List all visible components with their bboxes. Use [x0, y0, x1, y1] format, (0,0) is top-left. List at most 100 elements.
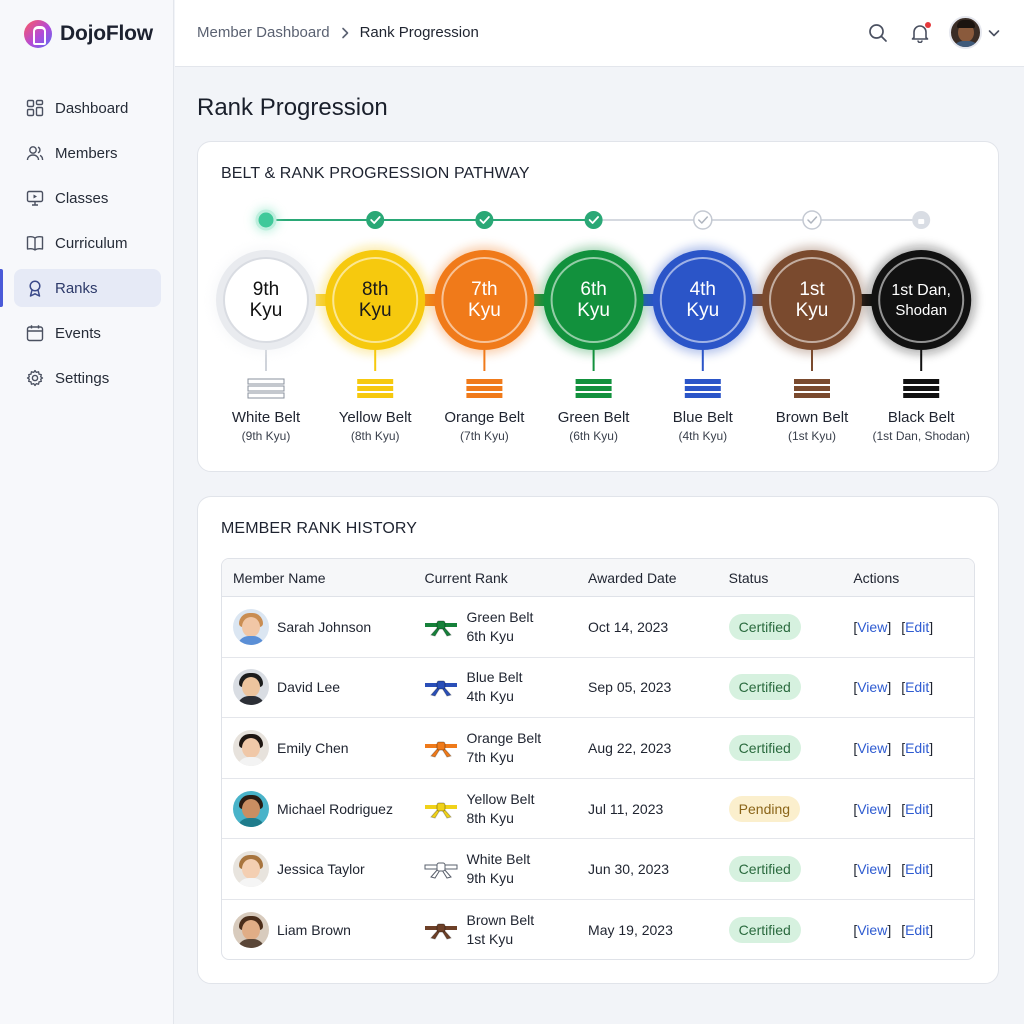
sidebar-item-settings[interactable]: Settings: [14, 359, 161, 397]
belt-name: Green Belt: [466, 608, 534, 625]
kyu-level: 4th Kyu: [466, 688, 514, 705]
edit-link[interactable]: Edit: [905, 739, 930, 756]
sidebar-item-dashboard[interactable]: Dashboard: [14, 89, 161, 127]
rank-circle-label: 9th Kyu: [249, 279, 283, 321]
view-link[interactable]: View: [857, 618, 888, 635]
col-status[interactable]: Status: [728, 569, 769, 586]
sidebar-item-classes[interactable]: Classes: [14, 179, 161, 217]
belt-name: Brown Belt: [466, 912, 535, 929]
member-name: David Lee: [277, 679, 341, 696]
view-link[interactable]: View: [857, 800, 888, 817]
kyu-level: 8th Kyu: [466, 809, 514, 826]
brand[interactable]: DojoFlow: [24, 20, 153, 48]
belt-icon: [425, 680, 458, 697]
belt-stripe-icon: [903, 379, 940, 384]
sidebar-item-label: Classes: [55, 189, 109, 207]
history-card: MEMBER RANK HISTORY Member Name Current …: [197, 496, 999, 984]
view-link[interactable]: View: [857, 922, 888, 939]
awarded-date: Oct 14, 2023: [588, 618, 669, 635]
calendar-icon: [26, 324, 44, 342]
status-badge: Certified: [728, 917, 801, 944]
sidebar-item-label: Members: [55, 144, 118, 162]
status-badge: Certified: [728, 734, 801, 761]
edit-link[interactable]: Edit: [905, 800, 930, 817]
rank-cell: Blue Belt 4th Kyu: [424, 668, 588, 706]
belt-stripe-icon: [794, 379, 830, 384]
col-awarded-date[interactable]: Awarded Date: [588, 569, 677, 586]
rank-history-table: Member Name Current Rank Awarded Date St…: [221, 558, 975, 960]
page-title: Rank Progression: [197, 94, 388, 121]
rank-belt-label: Orange Belt (7th Kyu): [444, 409, 525, 443]
col-member-name[interactable]: Member Name: [233, 569, 326, 586]
avatar: [233, 729, 269, 766]
belt-stripe-icon: [575, 393, 612, 398]
sidebar-item-label: Ranks: [55, 279, 98, 297]
col-actions: Actions: [853, 569, 900, 586]
actions-cell: [View] [Edit]: [853, 861, 934, 878]
users-icon: [26, 144, 44, 162]
awarded-date: Sep 05, 2023: [588, 679, 672, 696]
view-link[interactable]: View: [857, 861, 888, 878]
check-outline-icon: [807, 216, 818, 224]
award-icon: [26, 279, 44, 297]
sidebar-item-label: Settings: [55, 369, 110, 387]
member-cell: Jessica Taylor: [222, 851, 424, 888]
edit-link[interactable]: Edit: [905, 922, 930, 939]
avatar: [233, 790, 269, 827]
grid-icon: [26, 99, 44, 117]
member-cell: Sarah Johnson: [222, 608, 424, 645]
belt-name: Blue Belt: [466, 669, 523, 686]
belt-name: Yellow Belt: [466, 790, 535, 807]
topbar: Member Dashboard Rank Progression: [175, 0, 1024, 67]
edit-link[interactable]: Edit: [905, 679, 930, 696]
sidebar-item-events[interactable]: Events: [14, 314, 161, 352]
awarded-date: Jul 11, 2023: [588, 800, 664, 817]
pathway-diagram: [212, 208, 976, 399]
belt-stripe-icon: [903, 386, 940, 391]
rank-circle: [550, 257, 637, 343]
gear-icon: [26, 369, 44, 387]
actions-cell: [View] [Edit]: [853, 922, 934, 939]
table-row: Sarah Johnson Green Belt 6th Kyu Oct 14, 20…: [222, 597, 974, 658]
book-icon: [26, 234, 44, 252]
edit-link[interactable]: Edit: [905, 618, 930, 635]
breadcrumb: Member Dashboard Rank Progression: [197, 24, 479, 41]
status-badge: Pending: [728, 795, 801, 822]
check-icon: [479, 216, 490, 224]
edit-link[interactable]: Edit: [905, 861, 930, 878]
sidebar: DojoFlow Dashboard Members Classes Curricul…: [0, 0, 174, 1024]
belt-icon: [425, 620, 458, 637]
sidebar-item-members[interactable]: Members: [14, 134, 161, 172]
notifications-button[interactable]: [907, 20, 933, 46]
current-node-icon: [255, 209, 277, 231]
search-button[interactable]: [865, 20, 891, 46]
belt-stripe-icon: [794, 386, 830, 391]
rank-belt-label: Blue Belt (4th Kyu): [672, 409, 733, 443]
dojoflow-logo: [24, 20, 52, 48]
belt-stripe-icon: [575, 386, 612, 391]
breadcrumb-member-dashboard[interactable]: Member Dashboard: [197, 24, 330, 41]
lock-icon: [918, 219, 925, 224]
user-menu[interactable]: [949, 16, 1000, 49]
col-current-rank[interactable]: Current Rank: [424, 569, 508, 586]
rank-cell: White Belt 9th Kyu: [424, 850, 588, 888]
avatar: [233, 912, 269, 949]
check-outline-icon: [698, 216, 709, 224]
belt-stripe-icon: [357, 386, 394, 391]
belt-stripe-icon: [357, 379, 394, 384]
sidebar-item-curriculum[interactable]: Curriculum: [14, 224, 161, 262]
rank-circle-label: 1st Kyu: [795, 279, 829, 321]
view-link[interactable]: View: [857, 739, 888, 756]
status-badge: Certified: [728, 856, 801, 883]
monitor-icon: [26, 189, 44, 207]
check-icon: [588, 216, 599, 224]
belt-stripe-icon: [466, 379, 503, 384]
belt-stripe-icon: [466, 393, 503, 398]
sidebar-item-ranks[interactable]: Ranks: [0, 269, 161, 307]
rank-circle: [441, 257, 528, 343]
rank-circle: [223, 257, 309, 343]
kyu-level: 6th Kyu: [466, 627, 514, 644]
table-row: Liam Brown Brown Belt 1st Kyu May 19, 2023 C…: [222, 900, 974, 959]
view-link[interactable]: View: [857, 679, 888, 696]
breadcrumb-current: Rank Progression: [359, 24, 479, 41]
